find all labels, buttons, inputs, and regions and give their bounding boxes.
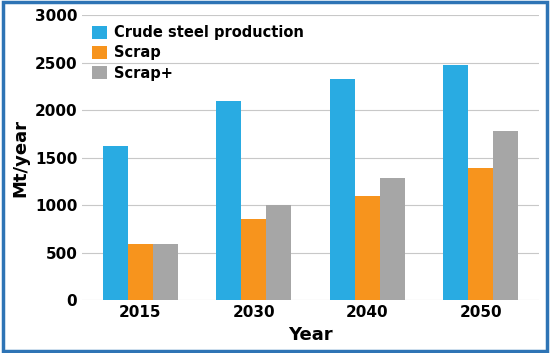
Bar: [379, 178, 405, 300]
Bar: [330, 79, 355, 300]
Bar: [443, 65, 468, 300]
Bar: [355, 196, 379, 300]
Bar: [266, 205, 292, 300]
Bar: [493, 131, 518, 300]
Y-axis label: Mt/year: Mt/year: [11, 119, 29, 197]
Bar: [128, 244, 153, 300]
Legend: Crude steel production, Scrap, Scrap+: Crude steel production, Scrap, Scrap+: [90, 22, 307, 83]
Bar: [103, 146, 128, 300]
X-axis label: Year: Year: [288, 326, 333, 344]
Bar: [216, 101, 241, 300]
Bar: [153, 244, 178, 300]
Bar: [241, 219, 266, 300]
Bar: [468, 168, 493, 300]
